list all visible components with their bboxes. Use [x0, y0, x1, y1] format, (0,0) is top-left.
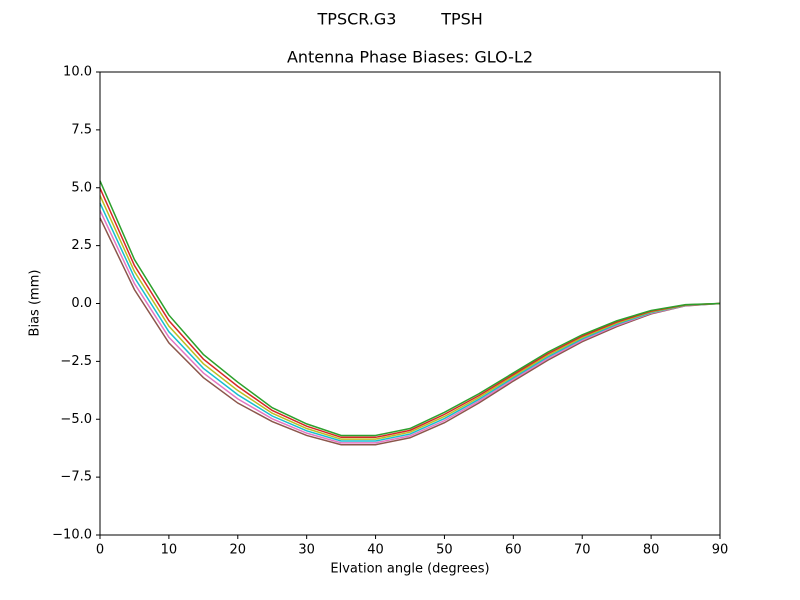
series-line [99, 180, 721, 437]
x-tick-label: 60 [505, 543, 522, 558]
y-tick-label: 5.0 [71, 180, 92, 195]
series-line [99, 187, 721, 439]
y-tick-label: 2.5 [71, 238, 92, 253]
y-tick-label: −10.0 [52, 528, 92, 543]
series-line [99, 195, 721, 440]
y-tick-label: 7.5 [71, 122, 92, 137]
y-tick-label: −7.5 [60, 470, 92, 485]
y-tick-label: −5.0 [60, 412, 92, 427]
x-axis-label: Elvation angle (degrees) [330, 562, 489, 577]
x-tick-label: 0 [96, 543, 104, 558]
series-line [99, 210, 721, 444]
series-line [99, 217, 721, 446]
y-tick-label: 0.0 [71, 296, 92, 311]
chart-title: Antenna Phase Biases: GLO-L2 [287, 48, 533, 67]
x-tick-label: 50 [436, 543, 453, 558]
x-tick-label: 70 [574, 543, 591, 558]
x-tick-label: 10 [161, 543, 178, 558]
series-line [99, 202, 721, 442]
x-tick-label: 80 [643, 543, 660, 558]
y-tick-label: 10.0 [63, 65, 92, 80]
plot-frame [99, 71, 721, 536]
antenna-title: TPSCR.G3 [317, 10, 397, 29]
radome-title: TPSH [440, 10, 483, 29]
x-tick-label: 30 [298, 543, 315, 558]
y-axis-label: Bias (mm) [28, 270, 43, 337]
y-tick-label: −2.5 [60, 354, 92, 369]
x-tick-label: 20 [230, 543, 247, 558]
x-tick-label: 40 [367, 543, 384, 558]
x-tick-label: 90 [712, 543, 729, 558]
